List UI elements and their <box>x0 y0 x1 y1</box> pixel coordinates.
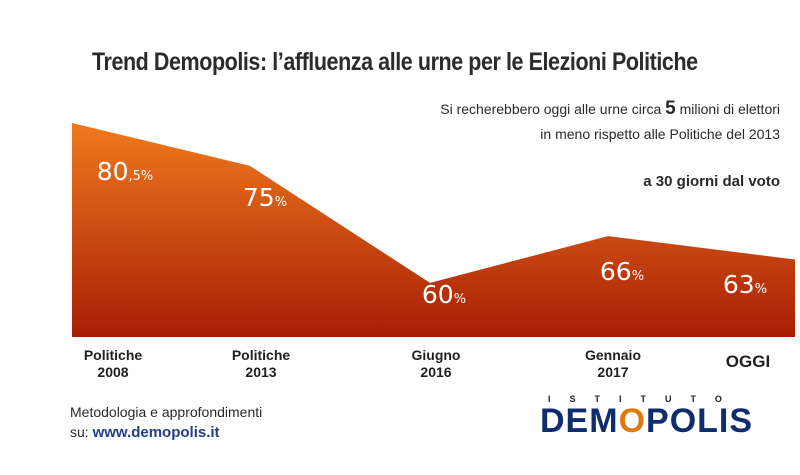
note-line-3: a 30 giorni dal voto <box>643 173 780 190</box>
x-tick-label-4: Gennaio 2017 <box>584 347 641 380</box>
note-line-1-post: milioni di elettori <box>675 101 780 117</box>
footer-su: su: <box>70 424 93 440</box>
footer-methodology: Metodologia e approfondimenti <box>70 404 263 420</box>
area-series <box>72 123 795 337</box>
page-title: Trend Demopolis: l’affluenza alle urne p… <box>92 48 698 76</box>
x-tick-label-5: OGGI <box>725 352 771 371</box>
area-chart: 80,5% 75% 60% 66% 63% <box>72 123 795 337</box>
footer: Metodologia e approfondimenti su: www.de… <box>70 402 262 443</box>
x-tick-label-3: Giugno 2016 <box>411 347 461 380</box>
note-highlight-number: 5 <box>665 98 676 119</box>
logo-istituto: ISTITUTO <box>548 394 741 404</box>
note-line-1-pre: Si recherebbero oggi alle urne circa <box>440 101 666 117</box>
footer-url-link[interactable]: www.demopolis.it <box>92 424 220 441</box>
data-label-2: 75% <box>243 183 287 212</box>
logo-brand: DEMOPOLIS <box>540 402 753 441</box>
data-label-4: 66% <box>600 257 644 286</box>
footer-link-line: su: www.demopolis.it <box>70 422 262 443</box>
logo-part-2: POLIS <box>646 402 754 440</box>
note-line-1: Si recherebbero oggi alle urne circa 5 m… <box>440 98 780 120</box>
logo-o: O <box>618 402 647 440</box>
demopolis-logo: ISTITUTO DEMOPOLIS <box>540 394 785 440</box>
x-tick-label-2: Politiche 2013 <box>231 347 291 380</box>
data-label-5: 63% <box>723 270 767 299</box>
data-label-1: 80,5% <box>97 157 154 186</box>
x-tick-label-1: Politiche 2008 <box>83 347 143 380</box>
data-label-3: 60% <box>422 280 466 309</box>
note-line-2: in meno rispetto alle Politiche del 2013 <box>540 126 780 142</box>
logo-part-1: DEM <box>540 402 619 440</box>
